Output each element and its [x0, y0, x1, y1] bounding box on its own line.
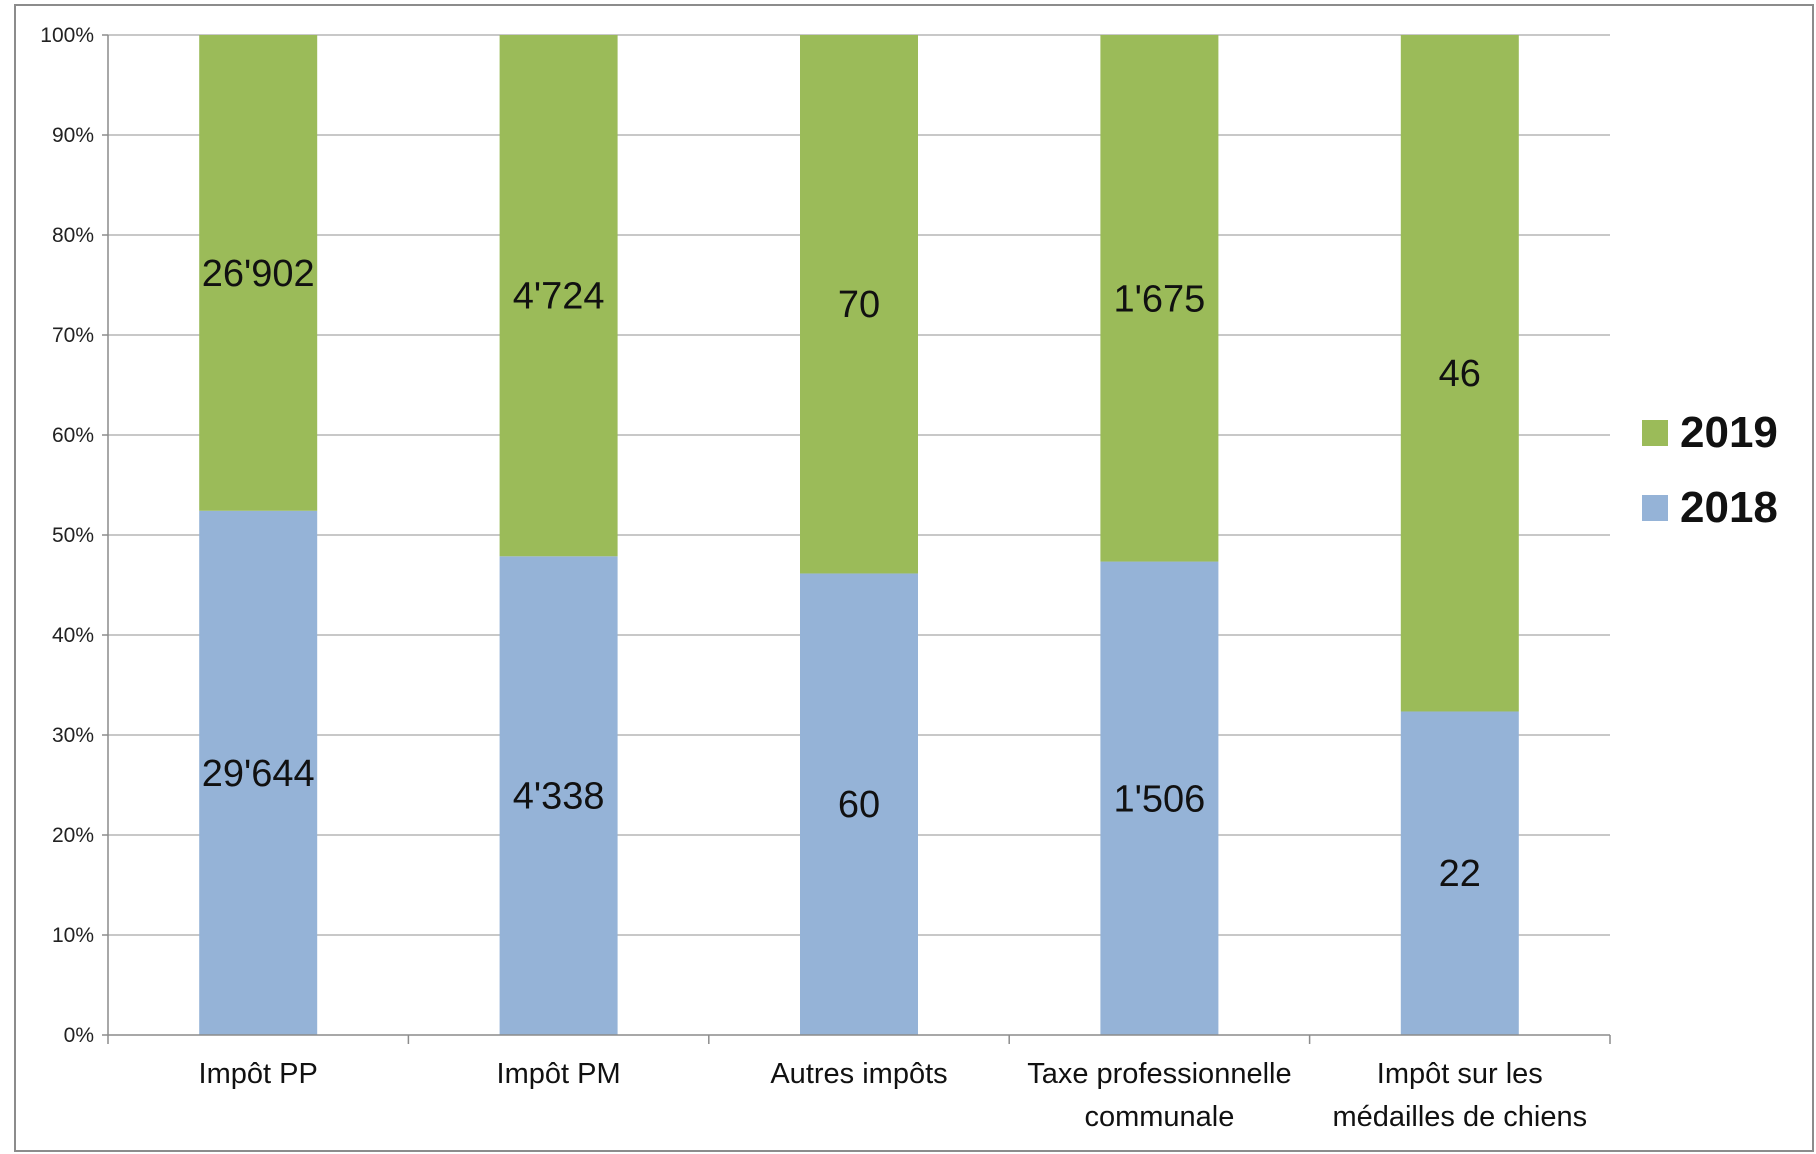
axes	[102, 34, 1611, 1044]
legend: 2019 2018	[1642, 408, 1778, 532]
y-tick-label: 10%	[52, 924, 94, 947]
labels: 0% 10% 20% 30% 40% 50% 60% 70% 80% 90% 100% 29'644 2…	[40, 24, 1587, 1133]
bar-segment-2018	[1400, 711, 1519, 1035]
y-tick-label: 70%	[52, 324, 94, 347]
data-label-2019: 70	[838, 284, 880, 326]
bar-segment-2019	[1400, 35, 1519, 712]
y-tick-label: 0%	[64, 1024, 94, 1047]
bar-segment-2018	[499, 556, 618, 1035]
y-tick-label: 40%	[52, 624, 94, 647]
legend-swatch-2019	[1642, 420, 1668, 446]
bar-segment-2018	[1100, 561, 1219, 1035]
x-category-label: Taxe professionnelle communale	[1027, 1058, 1291, 1133]
stacked-bar-chart: 0% 10% 20% 30% 40% 50% 60% 70% 80% 90% 100% 29'644 2…	[40, 24, 1778, 1133]
bars	[199, 35, 1519, 1035]
data-label-2019: 46	[1439, 353, 1481, 395]
y-tick-label: 60%	[52, 424, 94, 447]
x-category-label: Autres impôts	[770, 1058, 947, 1090]
data-label-2018: 60	[838, 784, 880, 826]
data-label-2019: 4'724	[513, 276, 605, 318]
bar-segment-2019	[800, 35, 918, 574]
data-label-2019: 1'675	[1114, 278, 1206, 320]
data-label-2018: 29'644	[202, 753, 315, 795]
y-tick-label: 50%	[52, 524, 94, 547]
bar-segment-2019	[1100, 35, 1219, 562]
data-label-2018: 22	[1439, 853, 1481, 895]
legend-label-2018: 2018	[1680, 483, 1778, 532]
y-tick-label: 80%	[52, 224, 94, 247]
y-tick-label: 30%	[52, 724, 94, 747]
legend-swatch-2018	[1642, 495, 1668, 521]
x-category-label: Impôt PP	[199, 1058, 318, 1090]
y-tick-label: 100%	[40, 24, 94, 47]
bar-segment-2019	[199, 35, 318, 511]
x-category-label: Impôt PM	[497, 1058, 621, 1090]
bar-segment-2019	[499, 35, 618, 557]
bar-segment-2018	[199, 510, 318, 1035]
data-label-2018: 4'338	[513, 776, 605, 818]
y-tick-label: 20%	[52, 824, 94, 847]
chart-frame: 0% 10% 20% 30% 40% 50% 60% 70% 80% 90% 100% 29'644 2…	[14, 4, 1814, 1152]
bar-segment-2018	[800, 573, 918, 1035]
data-label-2018: 1'506	[1114, 778, 1206, 820]
x-category-label: Impôt sur les médailles de chiens	[1332, 1058, 1587, 1133]
y-tick-label: 90%	[52, 124, 94, 147]
data-label-2019: 26'902	[202, 253, 315, 295]
legend-label-2019: 2019	[1680, 408, 1778, 457]
